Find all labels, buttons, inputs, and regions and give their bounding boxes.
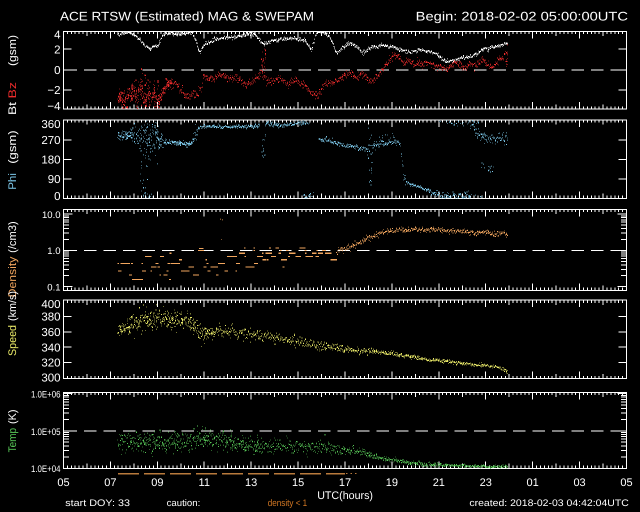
svg-text:Phi: Phi — [7, 173, 19, 190]
svg-text:1.0E+06: 1.0E+06 — [31, 389, 61, 400]
svg-text:(K): (K) — [7, 410, 19, 425]
svg-text:2: 2 — [54, 45, 60, 57]
svg-text:19: 19 — [386, 477, 398, 489]
svg-text:400: 400 — [41, 299, 60, 311]
svg-text:360: 360 — [41, 119, 60, 131]
svg-text:320: 320 — [41, 358, 60, 370]
svg-text:90: 90 — [48, 174, 61, 186]
svg-text:07: 07 — [104, 477, 116, 489]
svg-text:17: 17 — [339, 477, 351, 489]
svg-text:density < 1: density < 1 — [268, 498, 307, 509]
svg-text:360: 360 — [41, 327, 60, 339]
svg-text:−2: −2 — [47, 85, 60, 97]
svg-text:380: 380 — [41, 312, 60, 324]
svg-text:Bz: Bz — [7, 82, 19, 99]
svg-text:01: 01 — [527, 477, 539, 489]
svg-text:1.0E+04: 1.0E+04 — [31, 464, 61, 475]
svg-text:(gsm): (gsm) — [7, 130, 19, 163]
svg-text:(km/s): (km/s) — [7, 291, 19, 321]
svg-text:05: 05 — [57, 477, 69, 489]
svg-text:1.0: 1.0 — [47, 246, 60, 257]
svg-text:270: 270 — [41, 135, 60, 147]
svg-text:(/cm3): (/cm3) — [7, 221, 19, 253]
svg-text:0.1: 0.1 — [47, 282, 60, 293]
svg-text:−4: −4 — [47, 101, 61, 113]
svg-text:Speed: Speed — [7, 325, 19, 356]
svg-text:ACE RTSW (Estimated) MAG & SWE: ACE RTSW (Estimated) MAG & SWEPAM — [60, 9, 314, 23]
svg-text:4: 4 — [54, 30, 61, 42]
svg-text:Density: Density — [7, 256, 19, 297]
svg-text:11: 11 — [199, 477, 210, 489]
svg-text:23: 23 — [480, 477, 492, 489]
svg-text:180: 180 — [41, 155, 60, 167]
svg-text:10.0: 10.0 — [42, 210, 61, 221]
svg-text:03: 03 — [573, 477, 585, 489]
svg-text:0: 0 — [54, 191, 60, 203]
svg-text:Bt: Bt — [7, 102, 19, 115]
svg-text:05: 05 — [620, 477, 632, 489]
svg-text:Temp: Temp — [7, 428, 19, 453]
svg-text:(gsm): (gsm) — [7, 35, 19, 66]
svg-text:15: 15 — [292, 477, 304, 489]
svg-text:21: 21 — [433, 477, 445, 489]
svg-text:UTC(hours): UTC(hours) — [317, 490, 373, 502]
svg-text:created: 2018-02-03 04:42:04UT: created: 2018-02-03 04:42:04UTC — [469, 498, 629, 509]
svg-text:start DOY: 33: start DOY: 33 — [65, 498, 130, 509]
svg-text:Begin: 2018-02-02 05:00:00UTC: Begin: 2018-02-02 05:00:00UTC — [416, 9, 628, 23]
svg-text:13: 13 — [245, 477, 257, 489]
svg-text:300: 300 — [41, 373, 60, 385]
svg-text:09: 09 — [151, 477, 163, 489]
svg-text:1.0E+05: 1.0E+05 — [31, 427, 61, 438]
svg-text:0: 0 — [54, 65, 60, 77]
svg-text:340: 340 — [41, 342, 60, 354]
svg-text:caution:: caution: — [167, 498, 201, 509]
